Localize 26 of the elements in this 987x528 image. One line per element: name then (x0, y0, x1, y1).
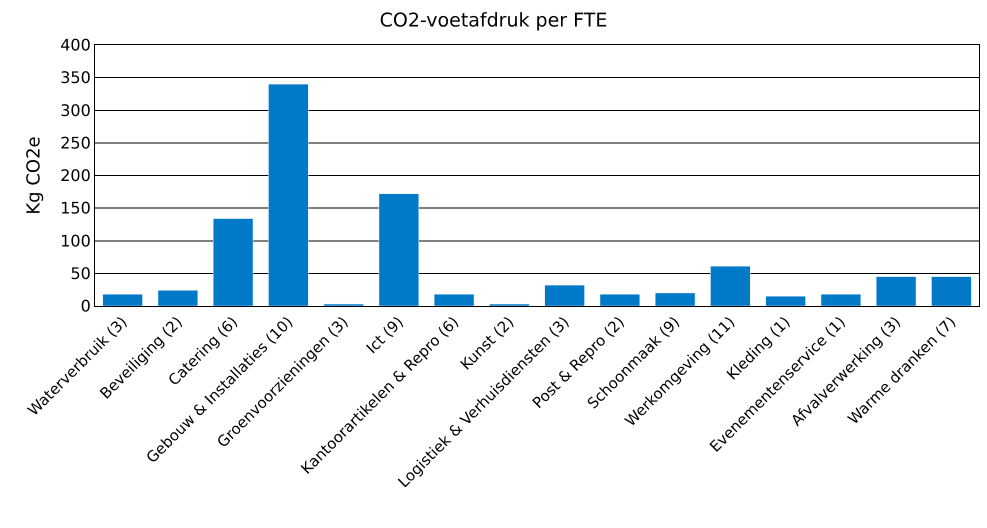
bar (820, 294, 862, 306)
bar (600, 294, 640, 306)
bar (931, 276, 972, 306)
bar (434, 294, 474, 306)
y-tick-label: 0 (80, 296, 91, 316)
y-tick-label: 150 (60, 198, 91, 218)
bar (102, 294, 143, 306)
bar (378, 194, 420, 306)
bar (212, 218, 254, 306)
y-tick-label: 300 (60, 100, 91, 120)
y-axis-title: Kg CO2e (23, 136, 44, 215)
y-tick-label: 100 (60, 231, 91, 250)
y-tick-label: 400 (60, 36, 91, 55)
chart-title: CO2-voetafdruk per FTE (380, 10, 608, 32)
x-tick-label: Ict (9) (362, 312, 408, 358)
bar (268, 84, 309, 306)
y-tick-label: 250 (60, 133, 91, 152)
bar (544, 284, 585, 306)
bar (158, 290, 198, 306)
y-tick-label: 350 (60, 68, 91, 88)
bar (654, 292, 696, 306)
bar (765, 296, 806, 306)
y-tick-label: 200 (60, 166, 91, 186)
y-tick-label: 50 (70, 264, 91, 283)
bar (876, 276, 916, 306)
bar (710, 266, 751, 306)
